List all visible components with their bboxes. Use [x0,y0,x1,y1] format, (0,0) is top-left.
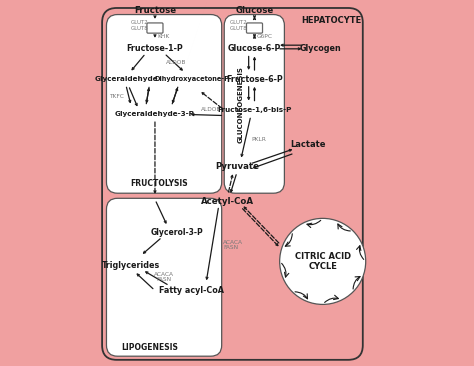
Text: Fructose-6-P: Fructose-6-P [226,75,283,83]
Text: HEPATOCYTE: HEPATOCYTE [301,16,362,25]
Text: Glycogen: Glycogen [300,44,342,53]
Text: Fructose-1,6-bis-P: Fructose-1,6-bis-P [217,107,292,113]
Text: GLUCONEOGENESIS: GLUCONEOGENESIS [237,66,244,143]
Text: ACACA
FASN: ACACA FASN [223,240,243,250]
Text: Glyceraldehyde: Glyceraldehyde [95,76,159,82]
Text: ALDOB: ALDOB [166,60,186,65]
Text: GLUT2
GLUT8: GLUT2 GLUT8 [130,20,148,30]
FancyBboxPatch shape [107,15,222,193]
FancyBboxPatch shape [102,8,363,360]
Text: ACACA
FASN: ACACA FASN [154,272,174,283]
FancyBboxPatch shape [224,15,284,193]
Text: Lactate: Lactate [291,140,326,149]
Text: Fructose-1-P: Fructose-1-P [127,44,183,53]
FancyBboxPatch shape [147,23,163,33]
Text: Glyceraldehyde-3-P: Glyceraldehyde-3-P [115,112,195,117]
Text: LIPOGENESIS: LIPOGENESIS [121,343,178,352]
Text: Fructose: Fructose [134,6,176,15]
Text: Glucose: Glucose [236,6,273,15]
Text: CITRIC ACID
CYCLE: CITRIC ACID CYCLE [295,252,351,271]
Text: FRUCTOLYSIS: FRUCTOLYSIS [130,179,187,187]
Text: G6PC: G6PC [257,34,273,39]
Text: TKFC: TKFC [109,94,124,99]
Text: KHK: KHK [157,34,170,39]
Text: Glycerol-3-P: Glycerol-3-P [150,228,203,237]
Text: Acetyl-CoA: Acetyl-CoA [201,198,255,206]
FancyBboxPatch shape [246,23,263,33]
FancyBboxPatch shape [107,198,222,356]
Text: Fatty acyl-CoA: Fatty acyl-CoA [159,286,224,295]
Text: Triglycerides: Triglycerides [101,261,160,269]
Text: GLUT2
GLUT8: GLUT2 GLUT8 [230,20,248,30]
Text: Glucose-6-P: Glucose-6-P [228,44,281,53]
Circle shape [280,219,366,305]
Text: Dihydroxyacetone-P: Dihydroxyacetone-P [154,76,229,82]
Text: PKLR: PKLR [252,137,266,142]
Text: ALDOB: ALDOB [201,107,221,112]
Text: Pyruvate: Pyruvate [215,162,259,171]
